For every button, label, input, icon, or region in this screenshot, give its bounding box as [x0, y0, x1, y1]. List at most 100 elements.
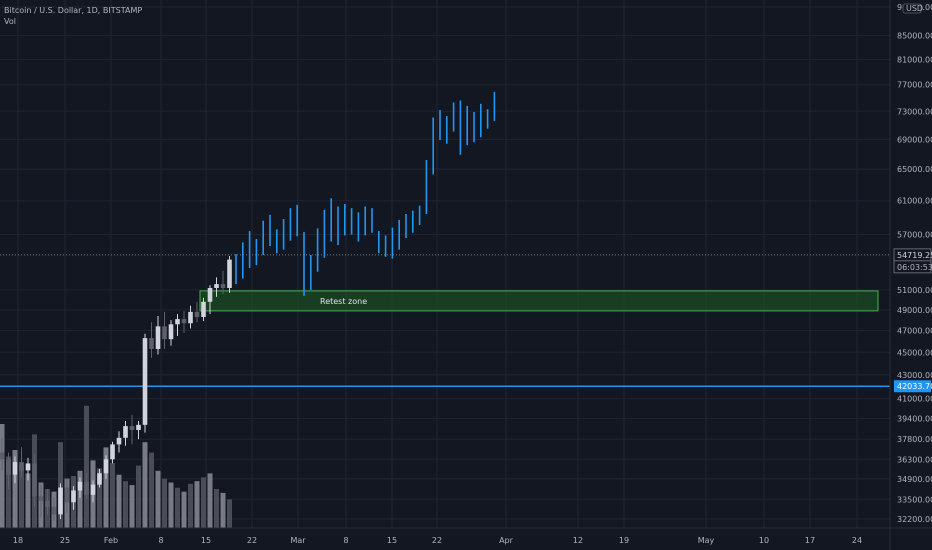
price-tick-label: 39400.00 — [897, 414, 932, 423]
volume-bar — [168, 482, 174, 528]
volume-bar — [142, 442, 148, 528]
currency-badge[interactable] — [902, 3, 922, 14]
current-price-value: 54719.25 — [897, 251, 932, 260]
candle-body — [142, 338, 148, 425]
candle-body — [38, 496, 44, 501]
price-tick-label: 34900.00 — [897, 475, 932, 484]
candle-body — [207, 287, 213, 302]
time-tick-label: 22 — [432, 536, 442, 545]
time-tick-label: 15 — [387, 536, 397, 545]
time-tick-label: Feb — [104, 536, 118, 545]
time-tick-label: 22 — [247, 536, 257, 545]
candle-body — [149, 338, 154, 349]
candle-body — [116, 437, 122, 445]
price-tick-label: 81000.00 — [897, 55, 932, 64]
price-axis-tags: 54719.25 06:03:53 42033.70 — [893, 248, 932, 393]
candle-body — [90, 484, 96, 495]
candle-body — [19, 462, 24, 471]
volume-bar — [19, 465, 24, 528]
retest-zone-label: Retest zone — [320, 297, 367, 306]
candle-body — [71, 490, 76, 503]
candle-body — [181, 319, 187, 324]
currency-badge-label: USD — [906, 4, 923, 13]
candle-body — [25, 463, 31, 471]
price-tick-label: 49000.00 — [897, 306, 932, 315]
time-tick-label: 25 — [60, 536, 70, 545]
candle-body — [123, 426, 128, 438]
time-tick-label: Apr — [499, 536, 514, 545]
retest-zone-box[interactable] — [199, 290, 879, 312]
candle-body — [194, 311, 200, 318]
candle-body — [51, 506, 57, 515]
volume-bar — [149, 452, 154, 528]
volume-bar — [110, 463, 115, 528]
time-tick-label: 12 — [573, 536, 583, 545]
price-tick-label: 51000.00 — [897, 286, 932, 295]
time-tick-label: 19 — [619, 536, 629, 545]
candle-body — [103, 459, 109, 474]
volume-bar — [0, 424, 5, 528]
candle-body — [77, 481, 83, 491]
volume-bar — [220, 492, 226, 528]
candle-body — [201, 301, 206, 318]
time-tick-label: 24 — [852, 536, 862, 545]
price-tick-label: 45000.00 — [897, 348, 932, 357]
candle-body — [155, 326, 161, 349]
candle-body — [0, 452, 5, 460]
candle-body — [129, 426, 135, 430]
candle-body — [110, 444, 115, 460]
price-axis[interactable]: 90000.0085000.0081000.0077000.0073000.00… — [889, 0, 932, 550]
volume-bar — [207, 473, 213, 528]
support-price-value: 42033.70 — [897, 382, 932, 391]
volume-bar — [84, 405, 89, 528]
candle-body — [220, 284, 226, 288]
symbol-title[interactable]: Bitcoin / U.S. Dollar, 1D, BITSTAMP — [4, 6, 143, 15]
price-tick-label: 37800.00 — [897, 435, 932, 444]
price-tick-label: 32200.00 — [897, 515, 932, 524]
candle-body — [227, 259, 232, 288]
volume-bar — [175, 487, 180, 528]
price-tick-label: 65000.00 — [897, 165, 932, 174]
candle-body — [64, 487, 70, 503]
volume-bar — [25, 473, 31, 528]
volume-bar — [77, 470, 83, 528]
volume-bar — [136, 465, 141, 528]
chart-legend: Bitcoin / U.S. Dollar, 1D, BITSTAMP Vol — [4, 5, 142, 27]
volume-bar — [214, 489, 219, 528]
volume-bar — [227, 499, 232, 528]
candle-body — [58, 487, 63, 515]
time-tick-label: 15 — [201, 536, 211, 545]
volume-bar — [97, 468, 102, 528]
price-tick-label: 43000.00 — [897, 371, 932, 380]
volume-bar — [188, 483, 193, 528]
volume-bar — [162, 478, 167, 528]
volume-bar — [103, 447, 109, 528]
price-tick-label: 41000.00 — [897, 395, 932, 404]
time-tick-label: 10 — [759, 536, 769, 545]
volume-bar — [194, 481, 200, 528]
price-tick-label: 77000.00 — [897, 81, 932, 90]
candle-body — [45, 500, 50, 507]
volume-indicator-label[interactable]: Vol — [4, 17, 16, 26]
historical-candles — [0, 255, 232, 521]
price-tick-label: 36300.00 — [897, 455, 932, 464]
time-tick-label: 8 — [343, 536, 348, 545]
candle-body — [214, 284, 219, 288]
volume-bar — [155, 470, 161, 528]
time-axis[interactable]: 18 25 Feb 8 15 22 Mar 8 15 22 Apr 12 19 May 10 17 24 — [0, 527, 932, 545]
volume-bar — [12, 450, 18, 528]
candle-body — [162, 326, 167, 340]
price-tick-label: 69000.00 — [897, 135, 932, 144]
price-tick-label: 73000.00 — [897, 107, 932, 116]
candle-body — [12, 462, 18, 475]
retest-zone[interactable]: Retest zone — [199, 290, 879, 312]
candle-body — [188, 311, 193, 324]
time-tick-label: 17 — [805, 536, 815, 545]
candle-body — [168, 324, 174, 340]
support-price-tag — [894, 380, 931, 393]
volume-bar — [129, 485, 135, 528]
price-tick-label: 61000.00 — [897, 197, 932, 206]
time-tick-label: Mar — [290, 536, 306, 545]
countdown-tag — [893, 260, 932, 274]
